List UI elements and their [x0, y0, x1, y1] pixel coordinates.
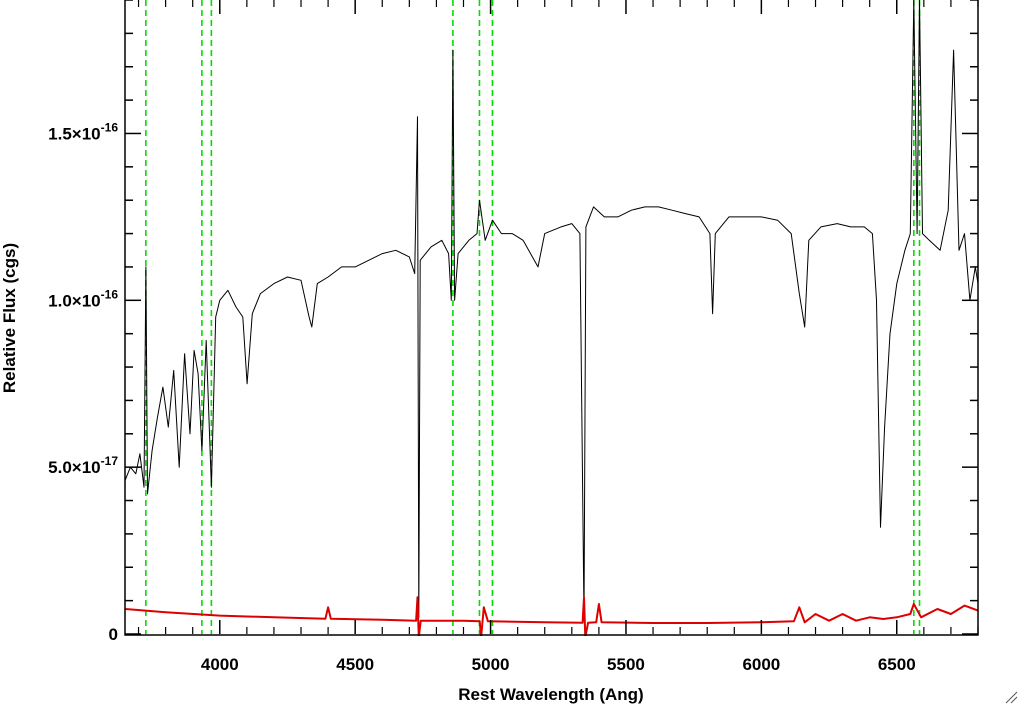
x-tick-label-4: 6000 [742, 655, 780, 674]
axis-ticks [125, 0, 979, 635]
resize-grip-icon[interactable] [1004, 690, 1018, 704]
y-tick-label-1: 5.0×10-17 [48, 454, 118, 477]
y-tick-label-3: 1.5×10-16 [48, 120, 118, 143]
y-tick-label-2: 1.0×10-16 [48, 287, 118, 310]
x-axis-label: Rest Wavelength (Ang) [458, 685, 643, 704]
x-tick-label-0: 4000 [201, 655, 239, 674]
y-axis-label: Relative Flux (cgs) [0, 243, 19, 393]
plot-frame [124, 0, 979, 636]
series-layer [125, 0, 978, 636]
x-tick-label-3: 5500 [607, 655, 645, 674]
x-tick-label-2: 5000 [472, 655, 510, 674]
tick-labels: 4000 4500 5000 5500 6000 6500 0 5.0×10-17 1.0×10… [48, 120, 916, 674]
series-line-0 [125, 0, 978, 618]
x-tick-label-5: 6500 [878, 655, 916, 674]
x-tick-label-1: 4500 [336, 655, 374, 674]
y-tick-label-0: 0 [109, 625, 118, 644]
series-line-1 [125, 596, 978, 636]
